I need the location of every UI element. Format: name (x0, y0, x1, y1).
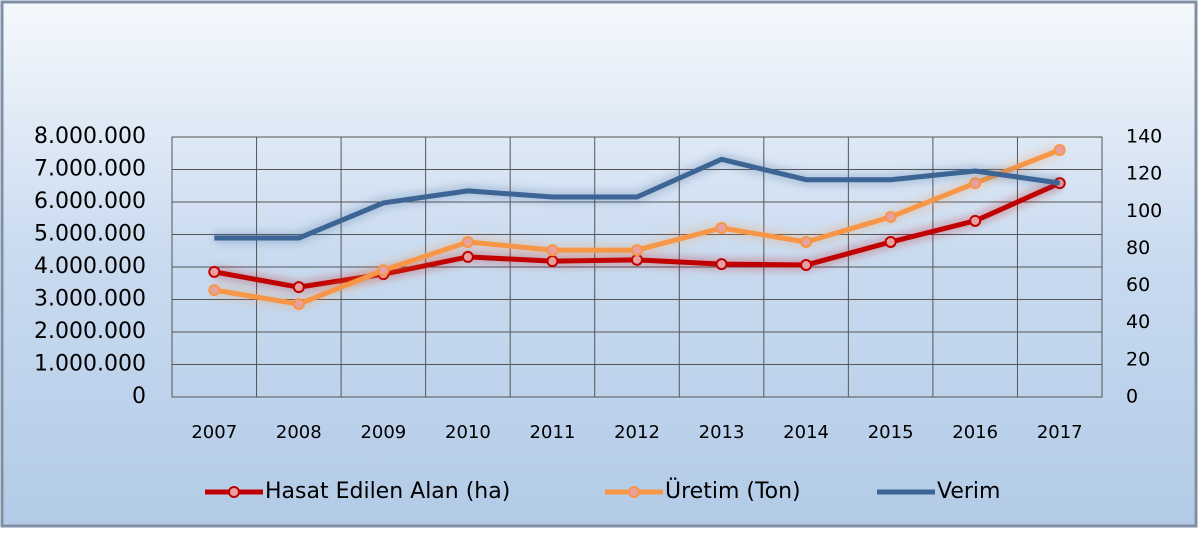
x-tick-label: 2016 (952, 422, 998, 443)
y-tick-label: 7.000.000 (34, 157, 146, 182)
legend-marker (228, 486, 240, 498)
data-point (461, 250, 474, 263)
x-tick-label: 2010 (445, 422, 491, 443)
y-tick-label: 8.000.000 (34, 124, 146, 149)
x-tick-label: 2008 (276, 422, 322, 443)
data-point (800, 235, 813, 248)
data-point (546, 255, 559, 268)
y2-tick-label: 0 (1126, 386, 1138, 408)
x-tick-label: 2007 (191, 422, 237, 443)
data-point (208, 284, 221, 297)
y2-tick-label: 100 (1126, 200, 1162, 222)
y-tick-label: 2.000.000 (34, 319, 146, 344)
y-tick-label: 5.000.000 (34, 222, 146, 247)
y2-tick-label: 20 (1126, 348, 1150, 370)
data-point (1053, 144, 1066, 156)
data-point (631, 244, 643, 257)
legend-label: Verim (937, 479, 1000, 504)
y-tick-label: 0 (132, 384, 146, 409)
y2-tick-label: 40 (1126, 311, 1150, 333)
y-tick-label: 1.000.000 (34, 352, 146, 377)
x-tick-label: 2015 (868, 422, 914, 443)
y2-tick-label: 80 (1126, 237, 1150, 259)
x-tick-label: 2011 (530, 422, 576, 443)
y2-tick-label: 60 (1126, 274, 1150, 296)
data-point (715, 258, 728, 271)
legend-label: Hasat Edilen Alan (ha) (265, 479, 510, 504)
data-point (292, 298, 305, 311)
data-point (377, 264, 390, 277)
data-point (884, 210, 897, 223)
data-point (800, 259, 813, 272)
y-tick-label: 3.000.000 (34, 287, 146, 312)
data-point (631, 253, 643, 266)
data-point (969, 214, 982, 227)
y2-tick-label: 140 (1126, 126, 1162, 148)
data-point (292, 281, 305, 294)
data-point (461, 235, 474, 248)
y-tick-label: 4.000.000 (34, 254, 146, 279)
data-point (969, 177, 982, 190)
data-point (546, 244, 559, 257)
x-tick-label: 2014 (783, 422, 829, 443)
y-tick-label: 6.000.000 (34, 189, 146, 214)
series-line (214, 156, 1061, 241)
data-point (884, 235, 897, 248)
legend-marker (628, 486, 640, 498)
y2-tick-label: 120 (1126, 163, 1162, 185)
x-tick-label: 2013 (699, 422, 745, 443)
data-point (208, 265, 221, 278)
data-point (715, 222, 728, 234)
legend-label: Üretim (Ton) (665, 478, 801, 504)
x-tick-label: 2017 (1037, 422, 1083, 443)
x-tick-label: 2012 (614, 422, 660, 443)
x-tick-label: 2009 (360, 422, 406, 443)
